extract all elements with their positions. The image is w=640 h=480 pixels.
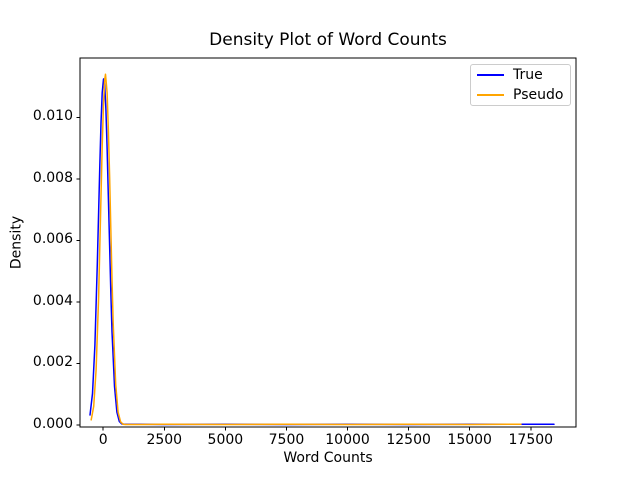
legend-label-true: True (513, 67, 543, 83)
legend-line-true-icon (477, 74, 504, 76)
legend-entry-true: True (477, 67, 564, 83)
y-tick-label: 0.002 (32, 354, 73, 371)
legend-line-pseudo-icon (477, 94, 504, 96)
y-tick-label: 0.006 (32, 231, 73, 248)
chart-title: Density Plot of Word Counts (209, 30, 447, 50)
legend-entry-pseudo: Pseudo (477, 87, 564, 103)
x-axis-label: Word Counts (283, 450, 373, 466)
y-tick-label: 0.004 (32, 292, 73, 309)
x-tick-label: 17500 (508, 432, 554, 448)
y-ticks (76, 116, 80, 426)
x-ticks (102, 427, 532, 431)
x-tick-label: 5000 (207, 432, 244, 448)
legend-label-pseudo: Pseudo (513, 87, 564, 103)
y-tick-label: 0.000 (32, 415, 73, 432)
y-tick-label: 0.008 (32, 169, 73, 186)
x-tick-label: 12500 (386, 432, 431, 448)
x-tick-label: 2500 (146, 432, 183, 448)
series-line-pseudo (90, 73, 522, 426)
y-axis-label: Density (8, 215, 25, 270)
x-tick-label: 15000 (447, 432, 492, 448)
x-tick-label: 0 (98, 432, 108, 448)
x-tick-label: 10000 (325, 432, 370, 448)
plot-frame (79, 57, 577, 428)
legend: True Pseudo (470, 64, 571, 106)
series-line-true (89, 78, 555, 426)
x-tick-label: 7500 (268, 432, 305, 448)
y-tick-label: 0.010 (32, 108, 73, 125)
